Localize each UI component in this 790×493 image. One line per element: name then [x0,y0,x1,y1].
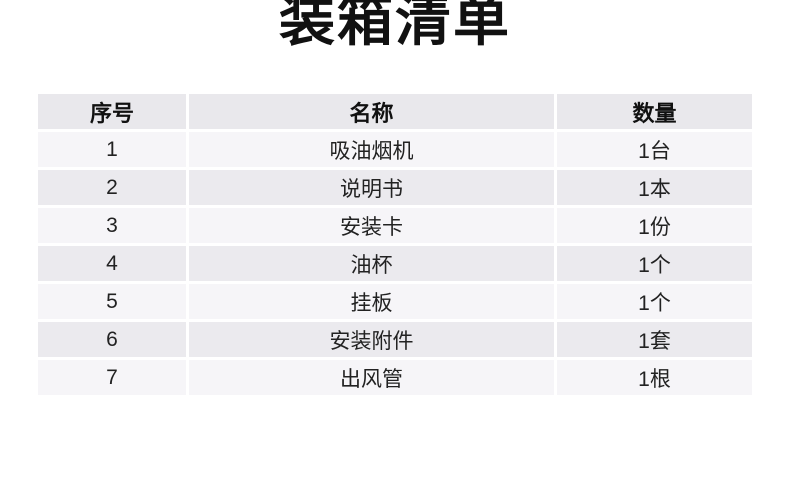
table-cell: 1根 [557,360,752,395]
table-cell: 安装卡 [189,208,554,243]
header-cell: 序号 [38,94,186,129]
table-cell: 3 [38,208,186,243]
table-row: 6 安装附件 1套 [38,322,752,357]
table-cell: 油杯 [189,246,554,281]
page-title: 装箱清单 [279,0,511,52]
table-cell: 5 [38,284,186,319]
table-cell: 1个 [557,246,752,281]
table-cell: 挂板 [189,284,554,319]
table-cell: 出风管 [189,360,554,395]
table-row: 5 挂板 1个 [38,284,752,319]
table-cell: 2 [38,170,186,205]
table-cell: 6 [38,322,186,357]
table-cell: 吸油烟机 [189,132,554,167]
table-cell: 1套 [557,322,752,357]
header-row: 序号 名称 数量 [38,94,752,129]
table-cell: 安装附件 [189,322,554,357]
table-cell: 1份 [557,208,752,243]
header-cell: 名称 [189,94,554,129]
table-cell: 4 [38,246,186,281]
table-cell: 1个 [557,284,752,319]
header-cell: 数量 [557,94,752,129]
table-cell: 1本 [557,170,752,205]
table-row: 3 安装卡 1份 [38,208,752,243]
table-row: 2 说明书 1本 [38,170,752,205]
table-row: 4 油杯 1个 [38,246,752,281]
table-cell: 1台 [557,132,752,167]
table-row: 7 出风管 1根 [38,360,752,395]
table-cell: 说明书 [189,170,554,205]
packing-table: 序号 名称 数量 1 吸油烟机 1台 2 说明书 1本 3 安装卡 1份 4 油杯 1个 5 挂板 1个 6 安装附件… [38,94,752,398]
table-cell: 1 [38,132,186,167]
table-cell: 7 [38,360,186,395]
table-row: 1 吸油烟机 1台 [38,132,752,167]
